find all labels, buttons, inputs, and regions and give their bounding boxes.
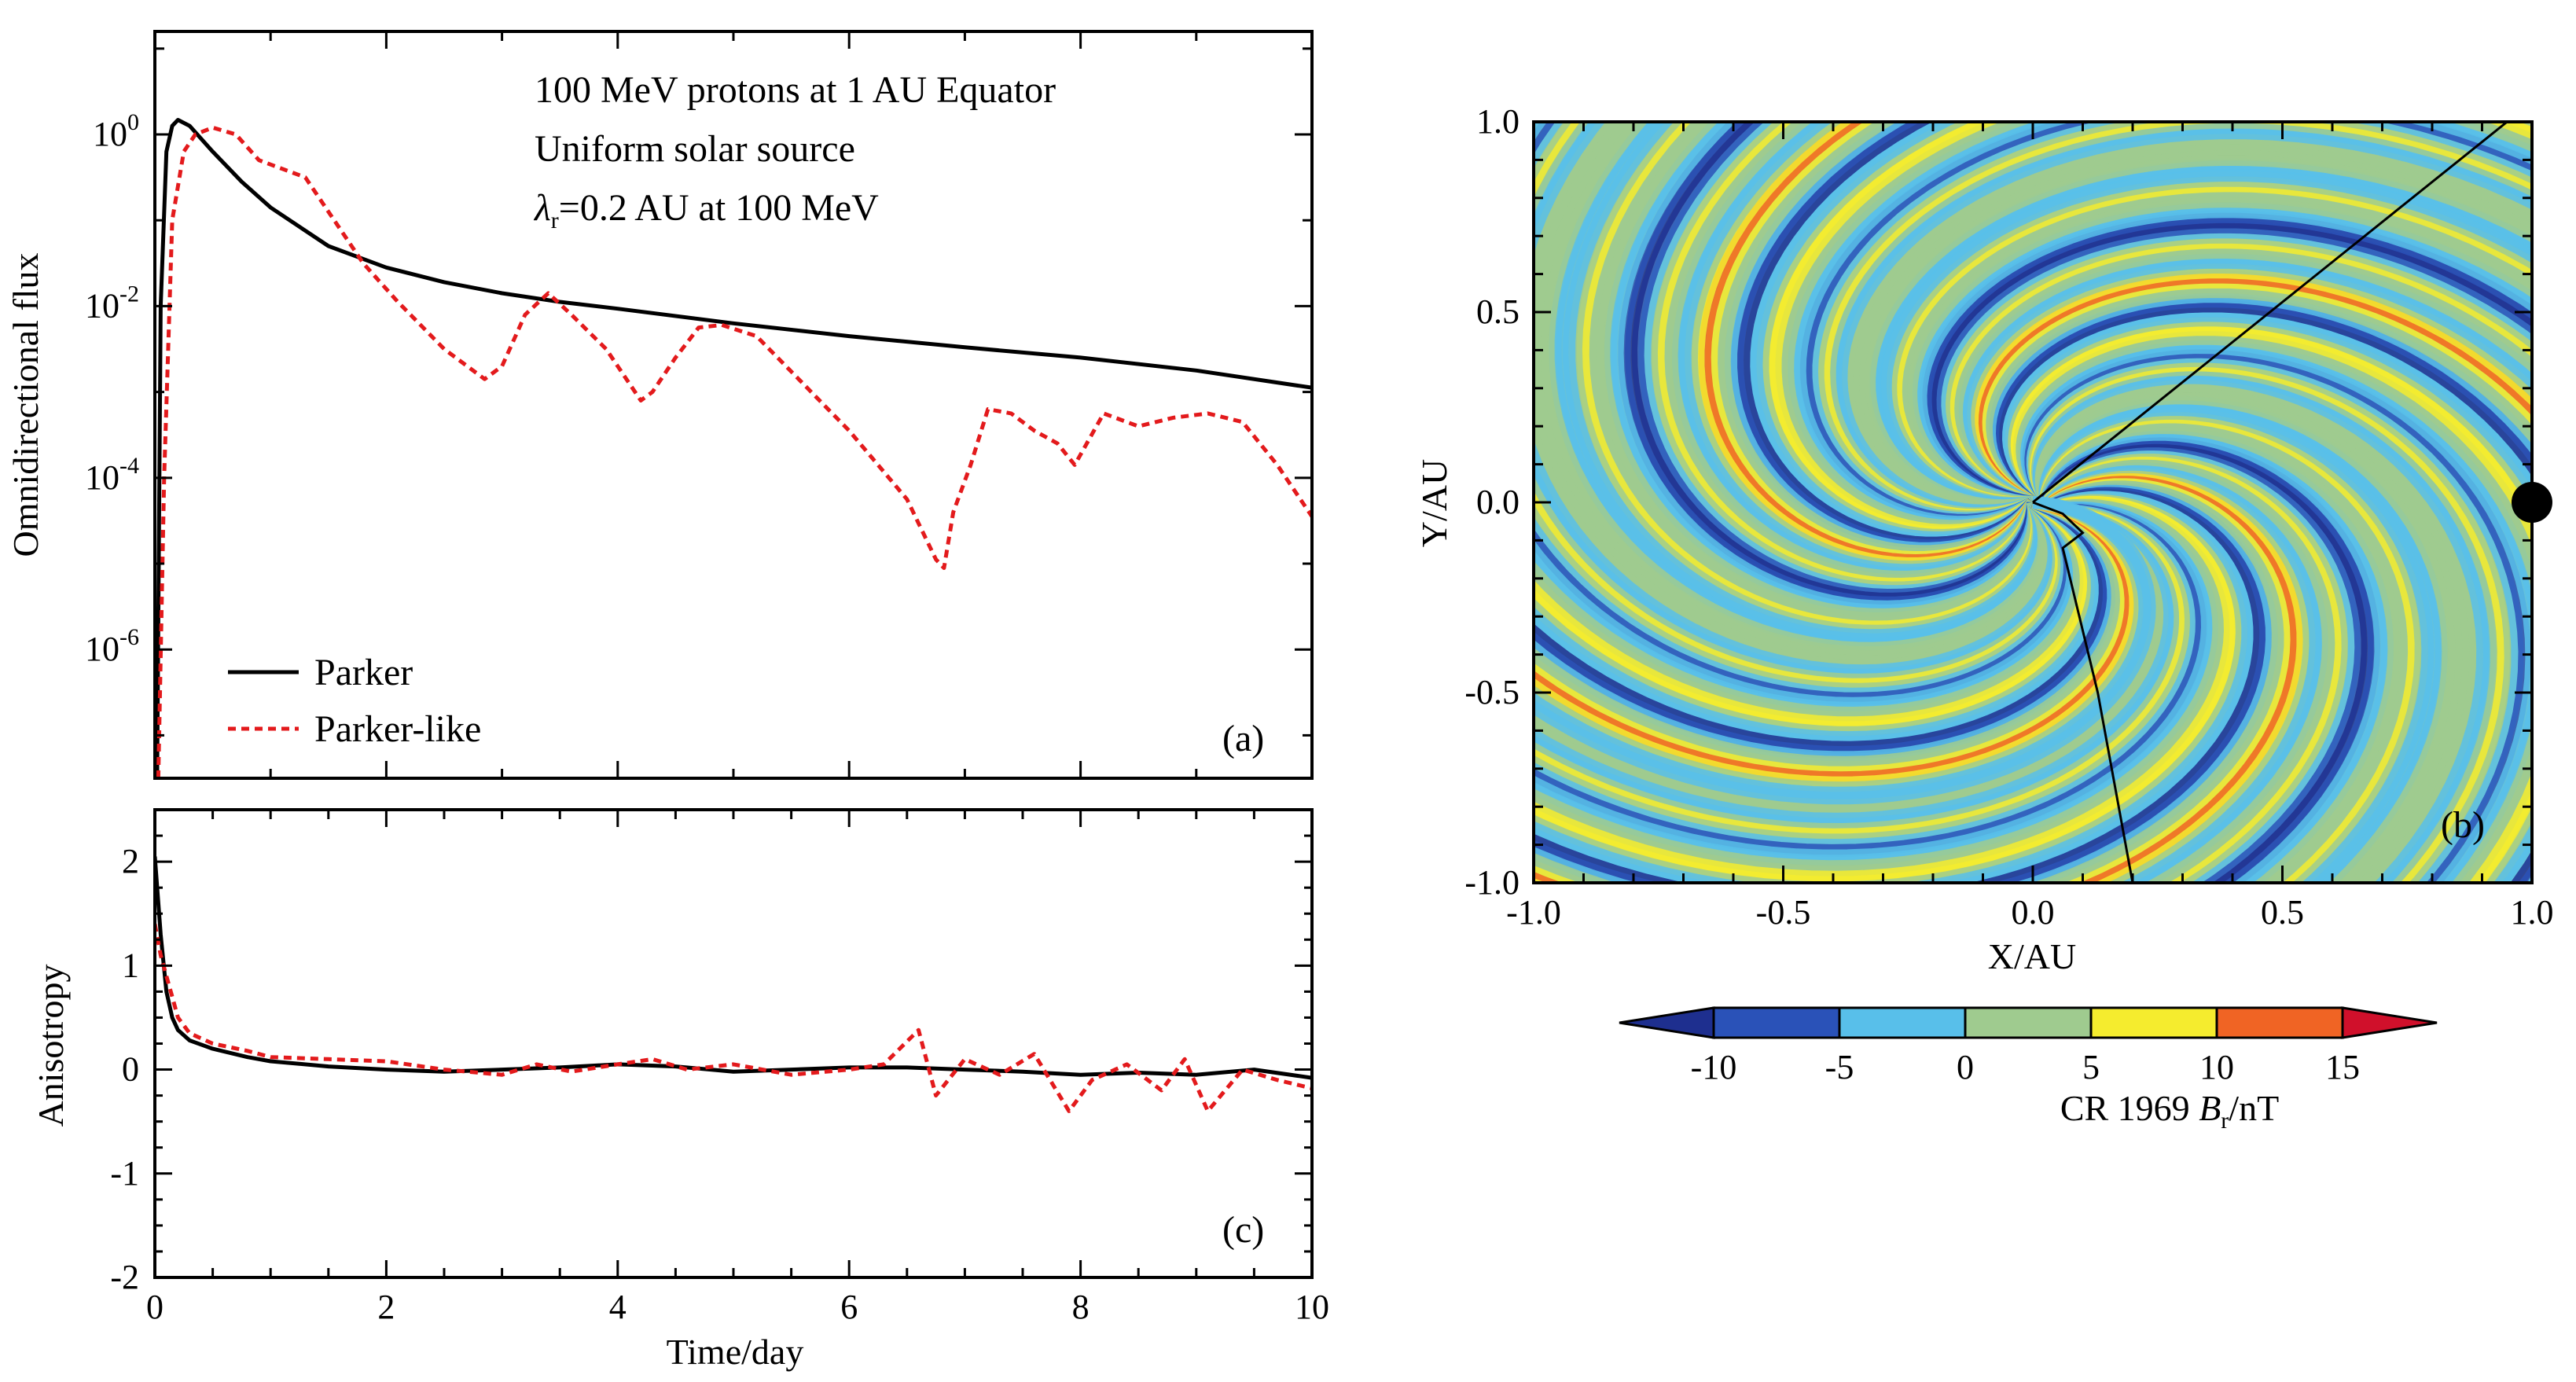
colorbar-title-prefix: CR 1969 <box>2060 1088 2199 1128</box>
flux-y-tick-base: 10 <box>85 630 119 668</box>
flux-y-tick-base: 10 <box>85 286 119 325</box>
colorbar-bin <box>2089 1006 2218 1039</box>
flux-plot-background <box>155 31 1312 778</box>
br-x-tick-label: 0.5 <box>2261 893 2304 932</box>
flux-y-tick-exponent: 0 <box>127 109 139 135</box>
flux-y-tick-label: 10-2 <box>85 281 139 325</box>
panel-label-c: (c) <box>1222 1209 1264 1251</box>
anisotropy-x-tick-label: 2 <box>377 1288 395 1326</box>
colorbar-tick-label: -5 <box>1825 1048 1854 1086</box>
flux-y-tick-exponent: -4 <box>119 453 139 479</box>
br-map-field-lines <box>2032 122 2508 883</box>
anisotropy-plot-frame <box>153 808 1314 1279</box>
flux-y-tick-base: 10 <box>93 115 127 153</box>
flux-legend: Parker Parker-like <box>228 652 481 750</box>
br-colorbar: -10 -5 0 5 10 15 <box>1619 1006 2438 1086</box>
anisotropy-plot-background <box>155 810 1312 1277</box>
anisotropy-y-tick-label: 2 <box>122 842 139 880</box>
br-y-tick-label: -1.0 <box>1464 863 1520 902</box>
flux-series-0 <box>155 118 1312 778</box>
colorbar-bin <box>1838 1006 1967 1039</box>
annotation-line-3: λr=0.2 AU at 100 MeV <box>533 187 879 233</box>
colorbar-low-extend <box>1619 1006 1715 1039</box>
flux-y-axis-title: Omnidirectional flux <box>6 252 46 557</box>
flux-y-tick-base: 10 <box>85 458 119 497</box>
anisotropy-x-tick-label: 6 <box>840 1288 858 1326</box>
br-x-tick-label: -1.0 <box>1506 893 1561 932</box>
lambda-subscript: r <box>551 208 559 233</box>
y-au-axis-title: Y/AU <box>1414 459 1454 547</box>
lambda-symbol: λ <box>533 187 551 229</box>
flux-series-group <box>155 118 1312 778</box>
br-y-tick-label: 1.0 <box>1476 102 1520 141</box>
legend-label-1: Parker-like <box>314 708 481 750</box>
anisotropy-y-tick-label: 0 <box>122 1050 139 1089</box>
annotation-line-1: 100 MeV protons at 1 AU Equator <box>535 69 1056 111</box>
flux-plot-frame <box>153 30 1314 780</box>
br-map-axis-ticks: -1.0 -0.5 0.0 0.5 1.0 1.0 0.5 0.0 -0.5 -1.0 <box>1464 102 2553 932</box>
br-map-heatmap <box>1534 122 2532 883</box>
flux-y-tick-exponent: -6 <box>119 624 139 650</box>
colorbar-tick-label: 5 <box>2082 1048 2100 1086</box>
colorbar-title: CR 1969 Br/nT <box>2060 1088 2279 1134</box>
br-x-tick-label: 1.0 <box>2511 893 2554 932</box>
anisotropy-x-tick-label: 0 <box>146 1288 164 1326</box>
anisotropy-series-group <box>155 856 1312 1113</box>
colorbar-tick-label: 10 <box>2199 1048 2234 1086</box>
anisotropy-series-1 <box>155 923 1312 1113</box>
br-y-tick-label: 0.5 <box>1476 292 1520 331</box>
anisotropy-y-tick-label: -2 <box>110 1258 139 1296</box>
br-map-panel-b: -1.0 -0.5 0.0 0.5 1.01.00.50.0-0.5-1.0 Y/AU … <box>1414 102 2554 1134</box>
colorbar-bin <box>1712 1006 1841 1039</box>
annotation-line-2: Uniform solar source <box>535 128 855 170</box>
y-au-axis-title-text: Y/AU <box>1414 459 1454 547</box>
flux-series-1 <box>156 125 1312 778</box>
colorbar-title-sub: r <box>2221 1108 2229 1134</box>
colorbar-title-unit: /nT <box>2229 1088 2279 1128</box>
legend-label-0: Parker <box>314 652 413 693</box>
panel-label-b: (b) <box>2441 804 2485 846</box>
br-x-tick-label: 0.0 <box>2012 893 2055 932</box>
colorbar-tick-label: 0 <box>1957 1048 1974 1086</box>
field-line-1 <box>2032 501 2134 883</box>
field-line-0 <box>2032 122 2508 504</box>
anisotropy-x-tick-label: 4 <box>609 1288 627 1326</box>
time-x-axis-title: Time/day <box>667 1332 804 1372</box>
lambda-value: =0.2 AU at 100 MeV <box>559 187 879 229</box>
br-y-tick-label: -0.5 <box>1464 673 1520 711</box>
panel-label-a: (a) <box>1222 718 1264 759</box>
anisotropy-y-tick-label: 1 <box>122 946 139 984</box>
anisotropy-x-tick-label: 8 <box>1072 1288 1090 1326</box>
flux-y-tick-label: 100 <box>93 109 139 153</box>
colorbar-bin <box>2215 1006 2344 1039</box>
colorbar-title-var: B <box>2199 1088 2221 1128</box>
anisotropy-y-axis-title: Anisotropy <box>31 965 71 1127</box>
colorbar-bin <box>1964 1006 2093 1039</box>
br-spiral-band <box>1534 496 2156 805</box>
anisotropy-y-tick-label: -1 <box>110 1154 139 1193</box>
colorbar-high-extend <box>2341 1006 2438 1039</box>
colorbar-tick-label: -10 <box>1691 1048 1737 1086</box>
x-au-axis-title: X/AU <box>1988 936 2076 976</box>
flux-y-tick-label: 10-4 <box>85 453 139 497</box>
flux-y-tick-label: 10-6 <box>85 624 139 668</box>
flux-y-tick-exponent: -2 <box>119 281 139 307</box>
anisotropy-x-tick-label: 10 <box>1295 1288 1329 1326</box>
colorbar-tick-label: 15 <box>2325 1048 2360 1086</box>
earth-marker <box>2512 482 2552 523</box>
br-x-tick-label: -0.5 <box>1756 893 1811 932</box>
anisotropy-series-0 <box>155 856 1312 1080</box>
br-y-tick-label: 0.0 <box>1476 483 1520 521</box>
